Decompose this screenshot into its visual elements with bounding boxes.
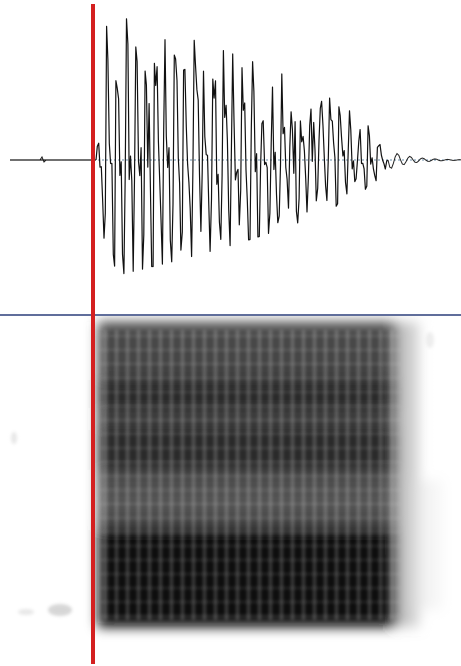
- waveform-panel[interactable]: [0, 0, 461, 316]
- waveform-background: [0, 0, 461, 316]
- spectrogram-silence-noise: [11, 332, 434, 616]
- spectrogram-fade: [98, 316, 461, 636]
- waveform-trace: [95, 18, 389, 275]
- spectrogram-panel[interactable]: [0, 316, 461, 666]
- waveform-decay-tail: [387, 152, 461, 169]
- waveform-click-mark: [39, 155, 47, 163]
